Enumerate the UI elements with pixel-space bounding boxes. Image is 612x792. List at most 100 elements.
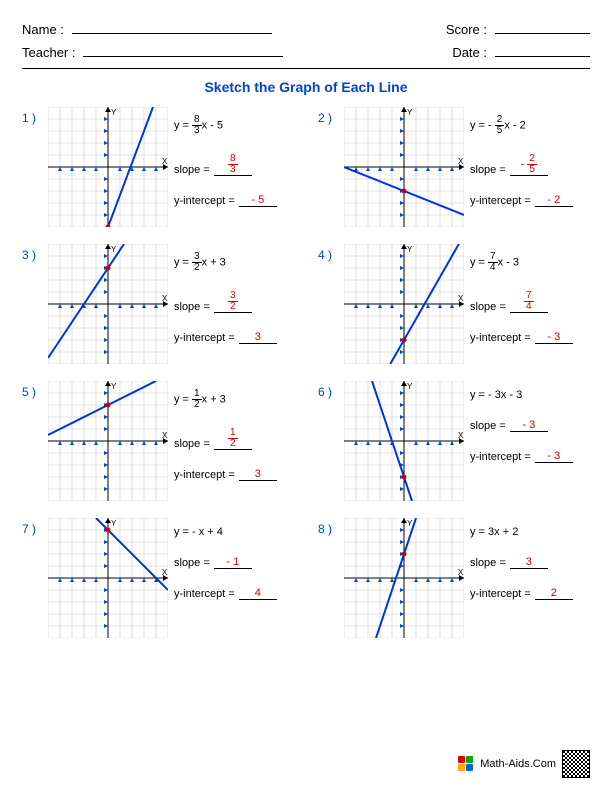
equation-text: y = 12x + 3	[174, 389, 277, 410]
footer-site: Math-Aids.Com	[480, 758, 556, 770]
yint-label: y-intercept =	[470, 588, 531, 600]
yint-row: y-intercept = - 2	[470, 194, 573, 207]
problem-6: 6 ) XY y = - 3x - 3 slope = - 3 y-interc…	[318, 381, 590, 504]
graph-wrap: XY	[48, 244, 168, 367]
date-label: Date :	[452, 45, 487, 60]
yint-row: y-intercept = 3	[174, 468, 277, 481]
slope-label: slope =	[174, 557, 210, 569]
yint-label: y-intercept =	[470, 451, 531, 463]
slope-row: slope = 83	[174, 154, 277, 176]
equation-text: y = - x + 4	[174, 526, 277, 538]
teacher-label: Teacher :	[22, 45, 75, 60]
graph-chart: XY	[344, 518, 464, 638]
problem-1: 1 ) XY y = 83x - 5 slope = 83 y-intercep…	[22, 107, 294, 230]
svg-text:Y: Y	[111, 519, 117, 528]
problem-number: 4 )	[318, 244, 338, 262]
qr-code-icon	[562, 750, 590, 778]
yint-row: y-intercept = 4	[174, 587, 277, 600]
svg-text:X: X	[162, 431, 168, 440]
svg-text:Y: Y	[407, 382, 413, 391]
graph-wrap: XY	[48, 107, 168, 230]
svg-text:X: X	[458, 431, 464, 440]
problem-number: 5 )	[22, 381, 42, 399]
score-field: Score :	[446, 20, 590, 37]
yint-value: 4	[239, 587, 277, 600]
graph-wrap: XY	[344, 518, 464, 641]
equation-text: y = 32x + 3	[174, 252, 277, 273]
yint-value: - 3	[535, 450, 573, 463]
problem-7: 7 ) X Y y = - x + 4 slope = - 1 y-interce…	[22, 518, 294, 641]
yint-label: y-intercept =	[174, 332, 235, 344]
graph-chart: XY	[344, 381, 464, 501]
slope-label: slope =	[470, 164, 506, 176]
problems-grid: 1 ) XY y = 83x - 5 slope = 83 y-intercep…	[22, 107, 590, 641]
equation-text: y = 3x + 2	[470, 526, 573, 538]
svg-text:X: X	[162, 568, 168, 577]
svg-text:X: X	[162, 157, 168, 166]
yint-label: y-intercept =	[174, 469, 235, 481]
problem-3: 3 ) XY y = 32x + 3 slope = 32 y-intercep…	[22, 244, 294, 367]
svg-text:Y: Y	[407, 108, 413, 117]
score-label: Score :	[446, 22, 487, 37]
problem-number: 2 )	[318, 107, 338, 125]
svg-text:X: X	[458, 294, 464, 303]
slope-label: slope =	[174, 164, 210, 176]
name-input-line[interactable]	[72, 20, 272, 34]
date-input-line[interactable]	[495, 43, 590, 57]
problem-number: 6 )	[318, 381, 338, 399]
problem-number: 1 )	[22, 107, 42, 125]
equation-text: y = - 3x - 3	[470, 389, 573, 401]
header-divider	[22, 68, 590, 69]
graph-wrap: XY	[344, 107, 464, 230]
problem-info: y = 3x + 2 slope = 3 y-intercept = 2	[470, 518, 573, 600]
yint-value: - 3	[535, 331, 573, 344]
slope-label: slope =	[470, 557, 506, 569]
footer: Math-Aids.Com	[458, 750, 590, 778]
slope-row: slope = 32	[174, 291, 277, 313]
yint-row: y-intercept = - 3	[470, 331, 573, 344]
problem-number: 8 )	[318, 518, 338, 536]
equation-text: y = - 25x - 2	[470, 115, 573, 136]
graph-chart: XY	[48, 107, 168, 227]
problem-8: 8 ) XY y = 3x + 2 slope = 3 y-intercept …	[318, 518, 590, 641]
name-field: Name :	[22, 20, 272, 37]
svg-text:Y: Y	[111, 382, 117, 391]
yint-label: y-intercept =	[174, 195, 235, 207]
graph-chart: XY	[344, 107, 464, 227]
graph-chart: XY	[344, 244, 464, 364]
slope-row: slope = - 1	[174, 556, 277, 569]
graph-wrap: XY	[344, 244, 464, 367]
slope-label: slope =	[174, 438, 210, 450]
svg-text:X: X	[162, 294, 168, 303]
score-input-line[interactable]	[495, 20, 590, 34]
graph-wrap: XY	[344, 381, 464, 504]
svg-text:X: X	[458, 568, 464, 577]
problem-number: 3 )	[22, 244, 42, 262]
problem-number: 7 )	[22, 518, 42, 536]
worksheet-title: Sketch the Graph of Each Line	[22, 79, 590, 95]
problem-info: y = 32x + 3 slope = 32 y-intercept = 3	[174, 244, 277, 344]
date-field: Date :	[452, 43, 590, 60]
teacher-input-line[interactable]	[83, 43, 283, 57]
problem-info: y = 12x + 3 slope = 12 y-intercept = 3	[174, 381, 277, 481]
yint-label: y-intercept =	[470, 195, 531, 207]
problem-5: 5 ) XY y = 12x + 3 slope = 12 y-intercep…	[22, 381, 294, 504]
yint-row: y-intercept = - 3	[470, 450, 573, 463]
problem-4: 4 ) XY y = 74x - 3 slope = 74 y-intercep…	[318, 244, 590, 367]
yint-value: 2	[535, 587, 573, 600]
graph-wrap: XY	[48, 381, 168, 504]
problem-2: 2 ) XY y = - 25x - 2 slope = - 25 y-inte…	[318, 107, 590, 230]
yint-label: y-intercept =	[470, 332, 531, 344]
svg-text:Y: Y	[111, 108, 117, 117]
svg-text:X: X	[458, 157, 464, 166]
slope-row: slope = - 3	[470, 419, 573, 432]
teacher-field: Teacher :	[22, 43, 283, 60]
yint-value: 3	[239, 468, 277, 481]
problem-info: y = 83x - 5 slope = 83 y-intercept = - 5	[174, 107, 277, 207]
slope-row: slope = 74	[470, 291, 573, 313]
slope-row: slope = 3	[470, 556, 573, 569]
yint-value: - 2	[535, 194, 573, 207]
graph-chart: XY	[48, 244, 168, 364]
graph-chart: XY	[48, 381, 168, 501]
slope-row: slope = - 25	[470, 154, 573, 176]
